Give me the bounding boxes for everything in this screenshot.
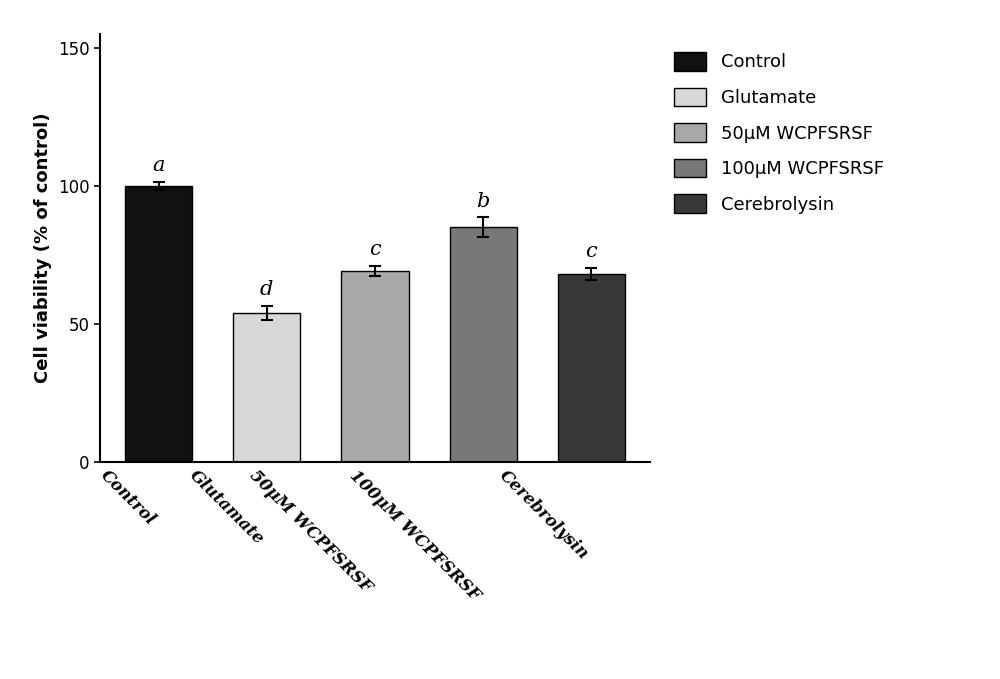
Text: b: b <box>477 191 490 210</box>
Bar <box>125 186 192 462</box>
Text: d: d <box>260 280 273 299</box>
Legend: Control, Glutamate, 50μM WCPFSRSF, 100μM WCPFSRSF, Cerebrolysin: Control, Glutamate, 50μM WCPFSRSF, 100μM… <box>665 43 893 223</box>
Bar <box>558 274 625 462</box>
Text: a: a <box>152 155 165 175</box>
Y-axis label: Cell viability (% of control): Cell viability (% of control) <box>34 113 52 383</box>
Text: c: c <box>369 240 381 259</box>
Bar <box>233 313 300 462</box>
Bar <box>450 227 517 462</box>
Text: c: c <box>586 242 597 261</box>
Bar <box>341 272 409 462</box>
